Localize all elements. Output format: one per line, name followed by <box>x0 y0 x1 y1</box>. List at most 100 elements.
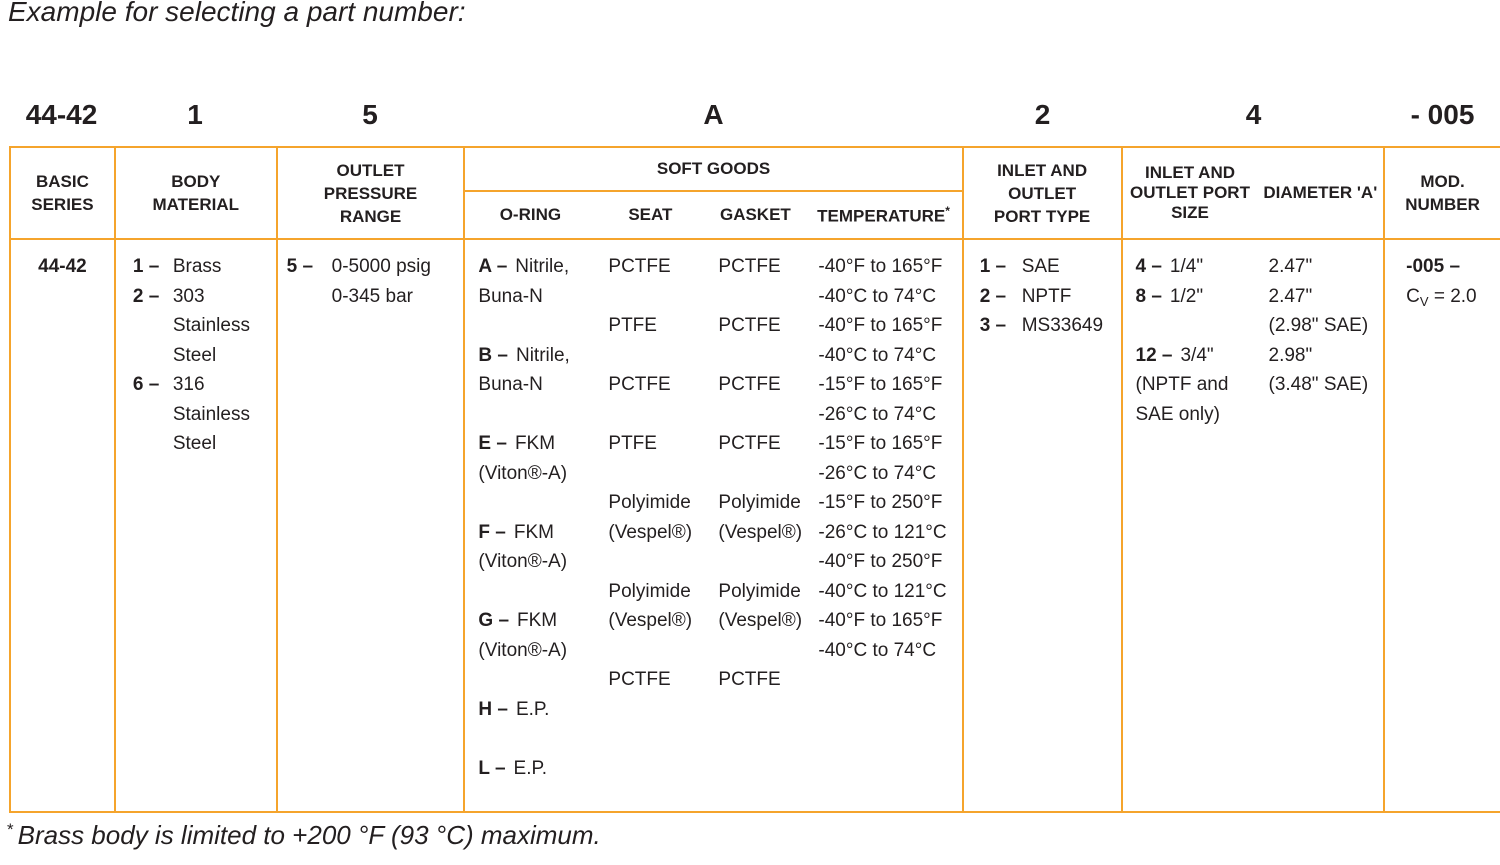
cell-line: -40°F to 250°F <box>818 551 943 572</box>
cell-line: -26°C to 121°C <box>818 521 947 543</box>
cell-line: Stainless <box>172 403 250 425</box>
cell-line: 3 – MS33649 <box>979 315 1104 336</box>
cell-line: -40°F to 165°F <box>818 315 943 336</box>
cell-line: -40°F to 165°F <box>818 256 943 277</box>
header-diameter-a: DIAMETER 'A' <box>1263 183 1378 202</box>
header-port-size-diameter-group: INLET AND OUTLET PORT SIZE DIAMETER 'A' <box>1123 148 1386 238</box>
cell-line <box>718 282 818 312</box>
cell-line: PCTFE <box>718 433 781 454</box>
cell-line: (Vespel®) <box>718 610 803 631</box>
header-port-type: INLET AND OUTLET PORT TYPE <box>964 148 1123 238</box>
header-seat: SEAT <box>628 205 673 224</box>
cell-line: -15°F to 165°F <box>818 374 943 395</box>
cell-line: Steel <box>172 344 217 366</box>
cell-line: 0-345 bar <box>331 285 413 307</box>
cell-line: (Viton®-A) <box>478 639 568 661</box>
cell-line: (Vespel®) <box>608 521 693 543</box>
cell-line: Polyimide <box>718 492 801 513</box>
cell-line <box>818 754 961 784</box>
cell-line <box>478 311 608 341</box>
cv-symbol: C <box>1406 285 1420 307</box>
mod-number-bold: -005 – <box>1406 256 1461 277</box>
cell-line <box>478 400 608 430</box>
cell-line: Polyimide <box>608 492 691 513</box>
header-mod-number: MOD. NUMBER <box>1405 172 1480 214</box>
cell-line: PCTFE <box>718 374 781 395</box>
cell-line: 6 –316 <box>132 374 205 395</box>
cell-basic-series: 44-42 <box>11 240 116 811</box>
cell-line <box>478 665 608 695</box>
cell-line: A – Nitrile, <box>478 256 570 277</box>
cell-line: SAE only) <box>1135 403 1220 425</box>
mod-number-code: -005 – <box>1406 252 1500 282</box>
cell-line: (Vespel®) <box>608 610 693 631</box>
cv-value: = 2.0 <box>1428 285 1477 307</box>
cell-line: (NPTF and <box>1135 374 1229 395</box>
cell-line: 5 –0-5000 psig <box>286 256 431 277</box>
cell-line: L – E.P. <box>478 757 547 779</box>
header-port-size: INLET AND OUTLET PORT SIZE <box>1130 163 1250 222</box>
cell-mod-number: -005 – CV = 2.0 <box>1385 240 1500 811</box>
header-basic-series: BASIC SERIES <box>11 148 116 238</box>
cell-line: PCTFE <box>718 256 781 277</box>
cell-line <box>1136 311 1269 341</box>
cell-line: -40°C to 74°C <box>818 344 937 366</box>
header-soft-goods: SOFT GOODS <box>465 148 962 192</box>
cell-line <box>478 724 608 754</box>
cell-line: E – FKM <box>478 433 556 454</box>
cell-line <box>818 695 961 725</box>
cell-line: -40°C to 121°C <box>818 580 947 602</box>
cell-line: -40°C to 74°C <box>818 639 937 661</box>
cell-line: (Viton®-A) <box>478 551 568 572</box>
page-title: Example for selecting a part number: <box>8 0 466 27</box>
header-gasket: GASKET <box>719 205 791 224</box>
cell-line: Stainless <box>172 315 250 336</box>
cell-line <box>718 341 818 371</box>
cell-port-type: 1 – SAE 2 – NPTF 3 – MS33649 <box>964 240 1123 811</box>
cell-line <box>608 636 718 666</box>
cell-line <box>478 577 608 607</box>
cell-line: F – FKM <box>478 521 554 543</box>
cell-line <box>478 488 608 518</box>
cell-line: 1 – SAE <box>979 256 1060 277</box>
cell-line <box>608 400 718 430</box>
cell-line: Polyimide <box>608 580 691 602</box>
cell-line: -15°F to 165°F <box>818 433 943 454</box>
column-temperature: -40°F to 165°F -40°C to 74°C -40°F to 165°… <box>818 252 961 811</box>
cell-line: 4 –1/4" <box>1135 256 1204 277</box>
example-port-size: 4 <box>1245 99 1262 130</box>
cell-line: (Vespel®) <box>718 521 803 543</box>
example-outlet-pressure: 5 <box>362 99 378 130</box>
cell-line: PCTFE <box>718 315 781 336</box>
header-outlet-pressure: OUTLET PRESSURE RANGE <box>278 148 466 238</box>
cell-line: Buna-N <box>478 374 543 395</box>
header-soft-goods-group: SOFT GOODS O-RING SEAT GASKET TEMPERATUR… <box>465 148 964 238</box>
cell-line: Buna-N <box>478 285 543 307</box>
cell-line <box>608 547 718 577</box>
footnote: * Brass body is limited to +200 °F (93 °C… <box>7 820 601 851</box>
cell-line <box>718 459 818 489</box>
cell-line <box>718 724 818 754</box>
example-body-material: 1 <box>187 99 203 130</box>
header-o-ring: O-RING <box>499 205 562 224</box>
cell-line <box>718 400 818 430</box>
table-header-row: BASIC SERIES BODY MATERIAL OUTLET PRESSU… <box>11 148 1500 240</box>
cell-line <box>718 754 818 784</box>
soft-goods-subheader-row: O-RING SEAT GASKET TEMPERATURE* <box>465 192 961 238</box>
cell-line: PTFE <box>608 433 657 454</box>
example-basic-series: 44-42 <box>25 99 98 130</box>
header-temperature-label: TEMPERATURE <box>817 206 946 226</box>
cell-body-material: 1 – Brass 2 –303 Stainless Steel 6 –316 Stainl… <box>116 240 278 811</box>
cell-line <box>608 754 718 784</box>
cell-line: PTFE <box>608 315 657 336</box>
example-mod-number: - 005 <box>1410 99 1475 130</box>
table-body-row: 44-42 1 – Brass 2 –303 Stainless Steel 6 –316… <box>11 240 1500 811</box>
column-gasket: PCTFE PCTFE PCTFE PCTFE Polyimide (Vespel®) Po… <box>718 252 818 811</box>
cell-line <box>608 341 718 371</box>
column-o-ring: A – Nitrile, Buna-N B – Nitrile, Buna-N E – FKM… <box>478 252 608 811</box>
cell-line: (Viton®-A) <box>478 462 568 484</box>
cell-line <box>718 695 818 725</box>
basic-series-value: 44-42 <box>11 252 114 282</box>
cell-line <box>608 282 718 312</box>
